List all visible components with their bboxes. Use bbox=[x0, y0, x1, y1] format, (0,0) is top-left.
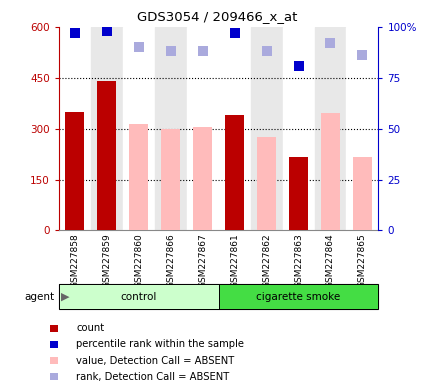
Text: count: count bbox=[76, 323, 104, 333]
Bar bbox=[224, 115, 243, 230]
Bar bbox=[218, 27, 250, 230]
Bar bbox=[346, 27, 378, 230]
Bar bbox=[65, 112, 84, 230]
Bar bbox=[193, 127, 212, 230]
Bar bbox=[91, 27, 122, 230]
Bar bbox=[314, 27, 345, 230]
Bar bbox=[218, 284, 378, 309]
Bar bbox=[97, 81, 116, 230]
Bar bbox=[155, 27, 186, 230]
Bar bbox=[256, 137, 276, 230]
Bar bbox=[161, 129, 180, 230]
Text: cigarette smoke: cigarette smoke bbox=[256, 291, 340, 302]
Text: control: control bbox=[120, 291, 157, 302]
Bar bbox=[186, 27, 218, 230]
Bar bbox=[59, 284, 218, 309]
Bar bbox=[288, 157, 307, 230]
Bar bbox=[59, 27, 91, 230]
Text: ▶: ▶ bbox=[61, 291, 69, 302]
Text: percentile rank within the sample: percentile rank within the sample bbox=[76, 339, 243, 349]
Bar bbox=[129, 124, 148, 230]
Text: agent: agent bbox=[24, 291, 54, 302]
Bar bbox=[282, 27, 314, 230]
Bar bbox=[250, 27, 282, 230]
Text: rank, Detection Call = ABSENT: rank, Detection Call = ABSENT bbox=[76, 372, 229, 382]
Bar bbox=[352, 157, 371, 230]
Text: value, Detection Call = ABSENT: value, Detection Call = ABSENT bbox=[76, 356, 234, 366]
Bar bbox=[320, 113, 339, 230]
Text: GDS3054 / 209466_x_at: GDS3054 / 209466_x_at bbox=[137, 10, 297, 23]
Bar bbox=[122, 27, 155, 230]
